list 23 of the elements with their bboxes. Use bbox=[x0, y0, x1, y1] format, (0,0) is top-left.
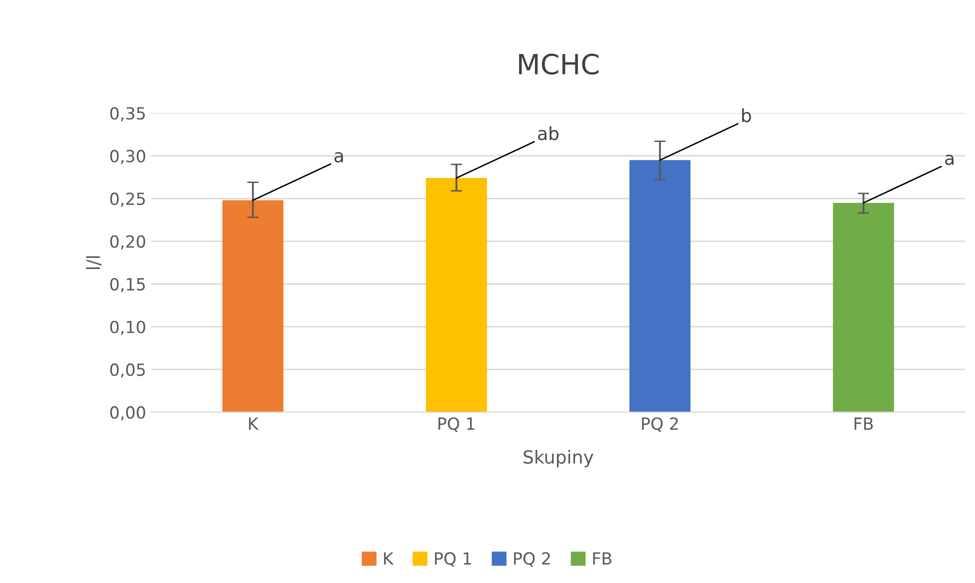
annotation: a bbox=[334, 152, 343, 162]
y-tick-label: 0,20 bbox=[110, 235, 146, 250]
y-tick-label: 0,35 bbox=[110, 107, 145, 122]
y-tick-label: 0,10 bbox=[110, 320, 146, 335]
x-tick-label: FB bbox=[854, 418, 873, 430]
annotation: b bbox=[742, 108, 751, 122]
legend-label: K bbox=[384, 552, 394, 565]
x-tick-label: PQ 2 bbox=[642, 417, 678, 432]
x-axis-title: Skupiny bbox=[524, 450, 594, 468]
legend-label: FB bbox=[593, 552, 612, 565]
x-tick-label: K bbox=[249, 418, 259, 430]
chart-title: MCHC bbox=[519, 54, 599, 75]
y-tick-label: 0,00 bbox=[110, 406, 146, 420]
x-tick-label: PQ 1 bbox=[438, 417, 474, 432]
y-tick-label: 0,15 bbox=[110, 278, 145, 292]
legend-label: PQ 2 bbox=[514, 552, 550, 567]
legend-label: PQ 1 bbox=[435, 552, 471, 567]
annotation: ab bbox=[538, 126, 559, 140]
annotation: a bbox=[945, 154, 954, 166]
y-tick-label: 0,25 bbox=[110, 192, 145, 207]
y-tick-label: 0,05 bbox=[110, 363, 145, 378]
y-axis-title: l/l bbox=[86, 256, 102, 269]
y-tick-label: 0,30 bbox=[110, 150, 146, 164]
